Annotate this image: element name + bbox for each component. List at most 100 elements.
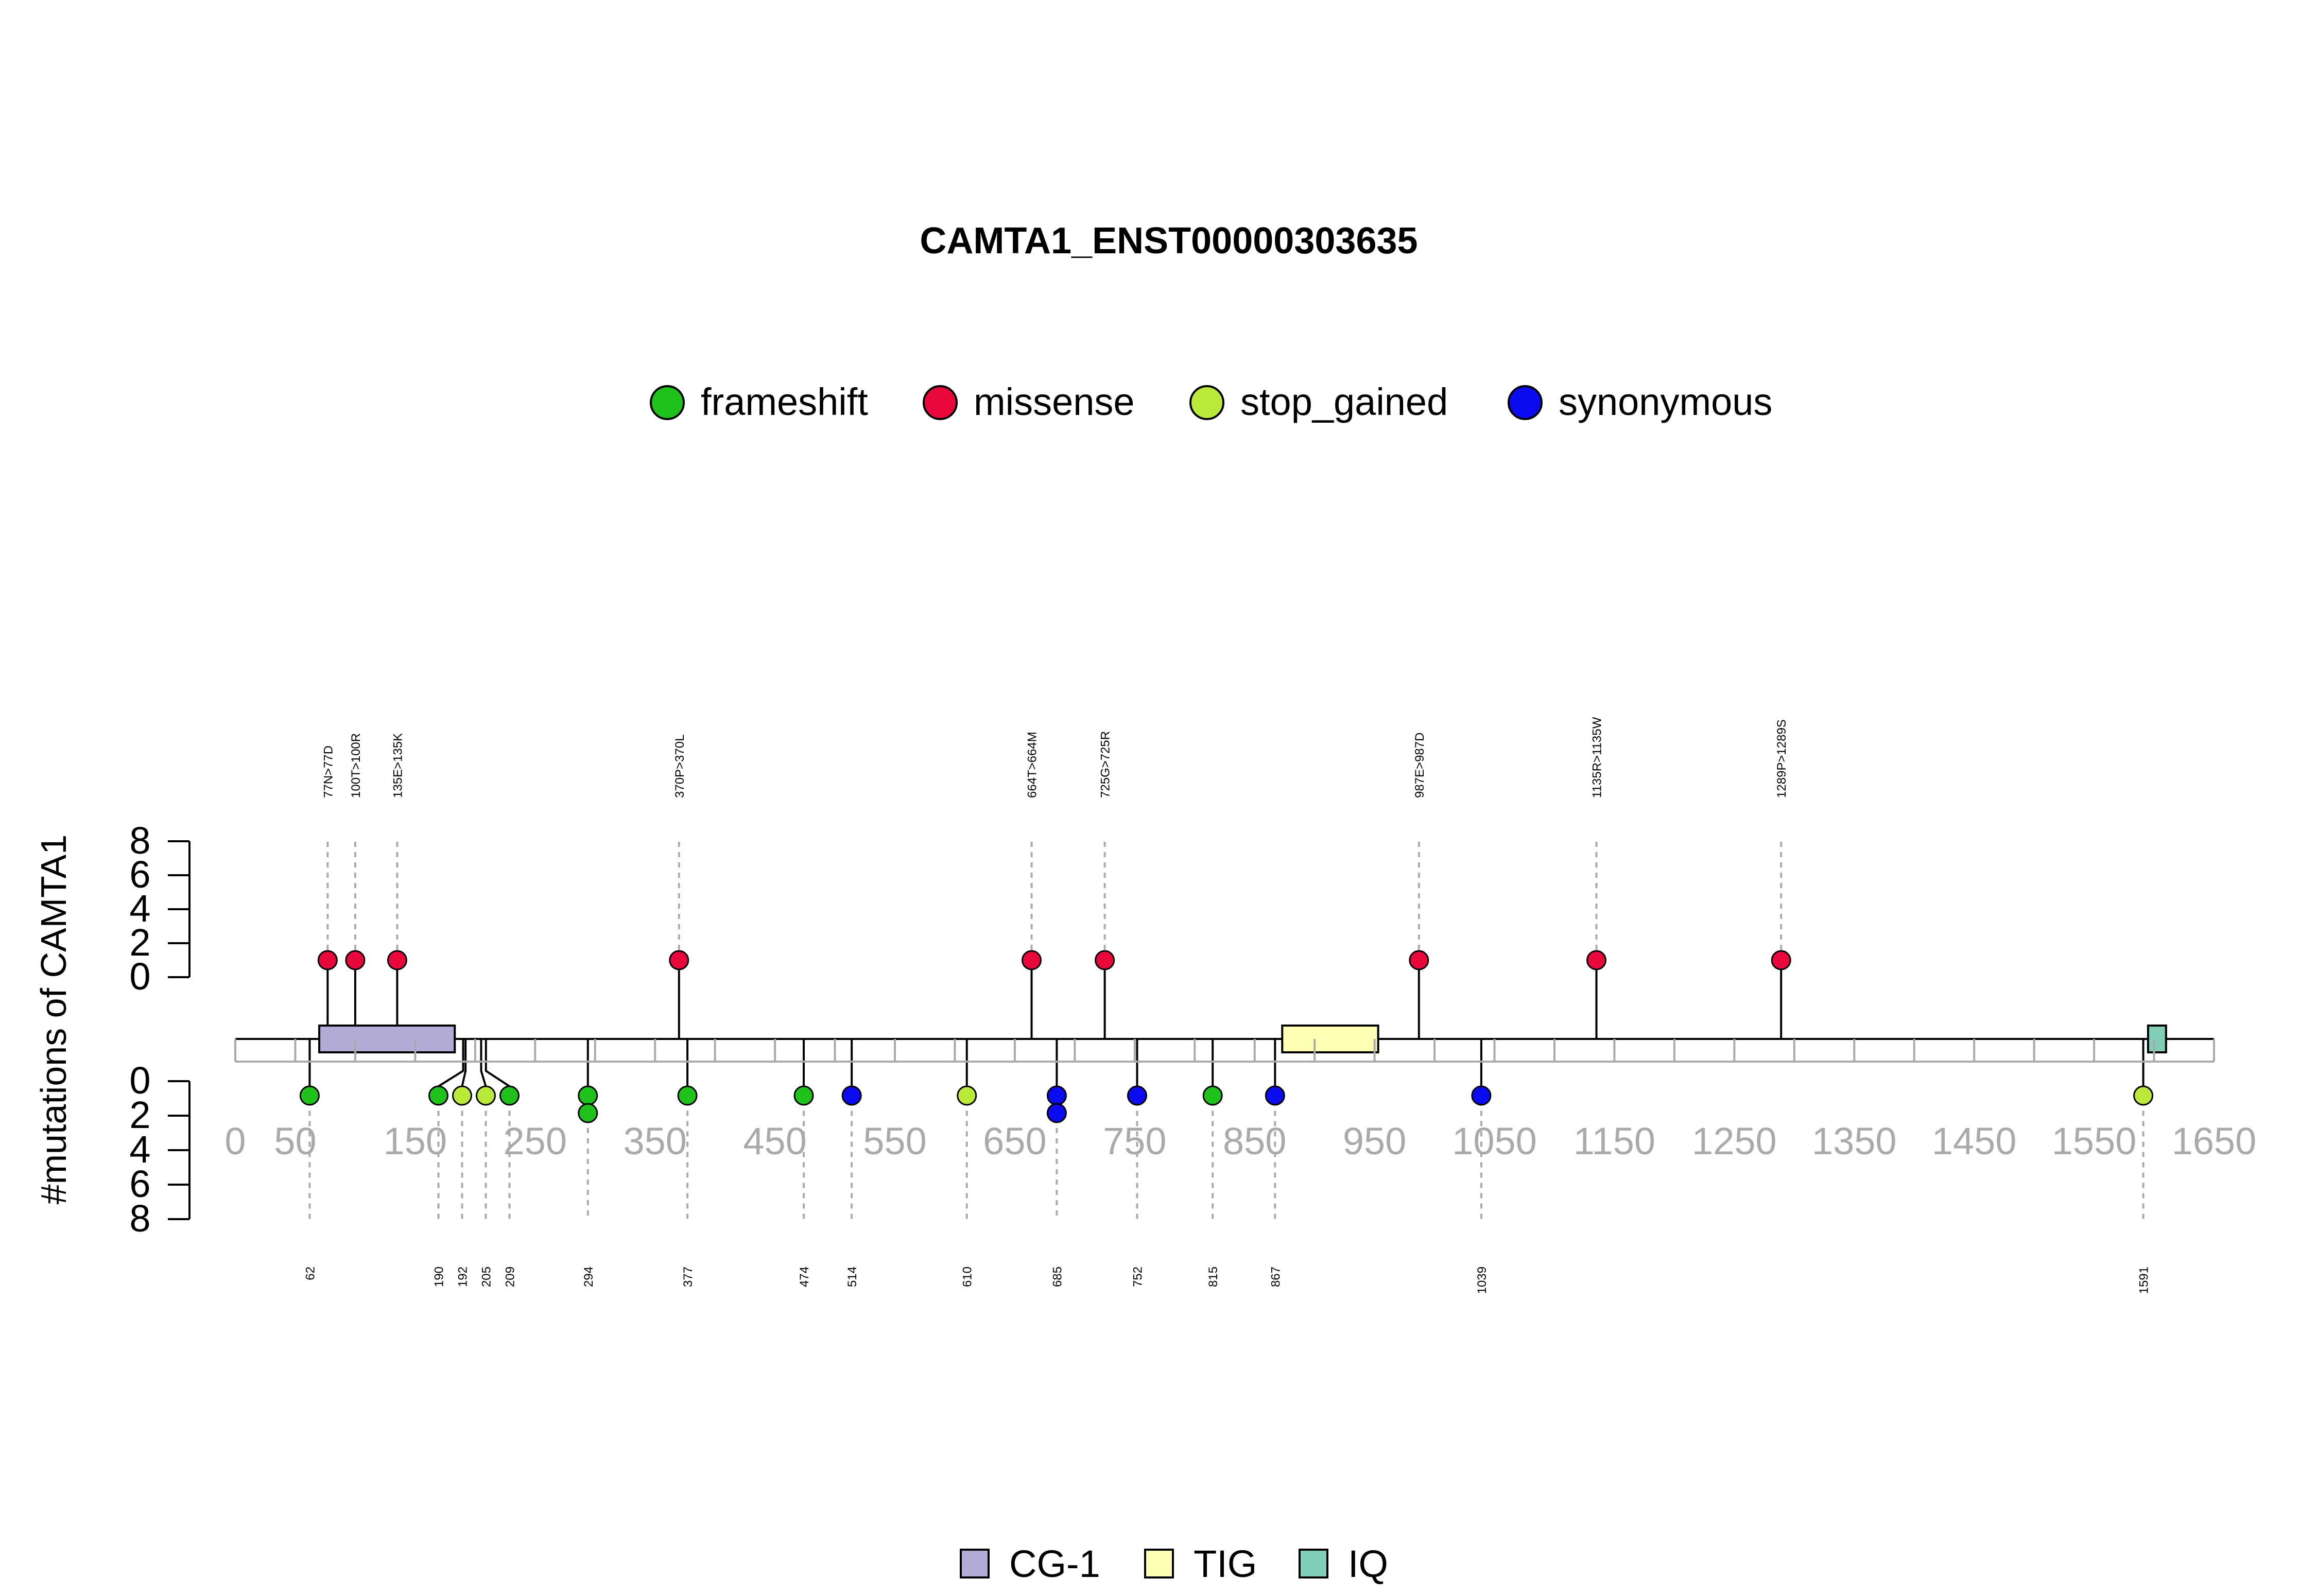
mutation-point-synonymous xyxy=(1127,1085,1147,1106)
mutation-point-frameshift xyxy=(1202,1085,1223,1106)
x-tick-label: 950 xyxy=(1343,1120,1406,1163)
mutation-point-missense xyxy=(345,950,366,970)
mutation-label: 664T>664M xyxy=(1026,732,1040,798)
x-tick-label: 1250 xyxy=(1692,1120,1777,1163)
mutation-point-stop_gained xyxy=(452,1085,472,1106)
domain-legend-label-IQ: IQ xyxy=(1348,1542,1388,1585)
x-tick-label: 550 xyxy=(863,1120,926,1163)
bottom-y-tick-label: 8 xyxy=(129,1197,150,1240)
x-tick-label: 350 xyxy=(623,1120,686,1163)
legend-marker-stop_gained xyxy=(1189,385,1224,420)
mutation-legend: frameshift missense stop_gained synonymous xyxy=(650,380,1772,423)
top-y-tick-label: 6 xyxy=(129,853,150,896)
legend-label-missense: missense xyxy=(974,380,1135,423)
mutation-point-missense xyxy=(387,950,407,970)
position-label: 1591 xyxy=(2137,1267,2151,1294)
x-tick-label: 50 xyxy=(274,1120,316,1163)
legend-label-stop_gained: stop_gained xyxy=(1240,380,1448,423)
position-label: 514 xyxy=(845,1267,859,1287)
mutation-label: 1289P>1289S xyxy=(1775,719,1789,798)
domain-legend-label-TIG: TIG xyxy=(1194,1542,1257,1585)
mutation-point-missense xyxy=(669,950,689,970)
domain-CG-1 xyxy=(318,1025,456,1053)
position-label: 62 xyxy=(303,1267,317,1280)
mutation-point-missense xyxy=(317,950,338,970)
mutation-label: 100T>100R xyxy=(349,733,363,798)
domain-IQ xyxy=(2147,1025,2167,1053)
mutation-point-synonymous xyxy=(1265,1085,1285,1106)
x-tick-label: 1350 xyxy=(1812,1120,1897,1163)
legend-label-synonymous: synonymous xyxy=(1559,380,1772,423)
mutation-point-frameshift xyxy=(578,1085,598,1106)
mutation-label: 370P>370L xyxy=(673,735,687,798)
mutation-point-stop_gained xyxy=(475,1085,496,1106)
mutation-point-missense xyxy=(1095,950,1115,970)
x-tick-label: 150 xyxy=(384,1120,447,1163)
mutation-point-frameshift xyxy=(578,1103,598,1123)
mutation-point-frameshift xyxy=(793,1085,814,1106)
mutation-point-synonymous xyxy=(1471,1085,1492,1106)
mutation-point-frameshift xyxy=(499,1085,520,1106)
domain-legend: CG-1 TIG IQ xyxy=(960,1542,1388,1585)
domain-TIG xyxy=(1281,1025,1379,1053)
mutation-point-frameshift xyxy=(428,1085,448,1106)
mutation-label: 725G>725R xyxy=(1099,731,1113,798)
position-label: 815 xyxy=(1206,1267,1220,1287)
x-tick-label: 0 xyxy=(224,1120,246,1163)
x-tick-label: 1050 xyxy=(1452,1120,1537,1163)
position-label: 1039 xyxy=(1475,1267,1489,1294)
x-tick-label: 850 xyxy=(1223,1120,1286,1163)
chart-title: CAMTA1_ENST00000303635 xyxy=(920,220,1417,262)
bottom-y-tick-label: 2 xyxy=(129,1094,150,1136)
domain-legend-marker-CG-1 xyxy=(960,1549,990,1578)
position-label: 752 xyxy=(1131,1267,1145,1287)
mutation-point-missense xyxy=(1771,950,1791,970)
mutation-point-stop_gained xyxy=(957,1085,977,1106)
position-label: 294 xyxy=(582,1267,596,1287)
position-label: 685 xyxy=(1050,1267,1064,1287)
mutation-point-stop_gained xyxy=(2133,1085,2154,1106)
position-label: 190 xyxy=(432,1267,446,1287)
mutation-label: 135E>135K xyxy=(391,733,405,798)
mutation-points xyxy=(299,950,2154,1123)
domain-legend-label-CG-1: CG-1 xyxy=(1009,1542,1100,1585)
mutation-point-frameshift xyxy=(677,1085,698,1106)
legend-marker-synonymous xyxy=(1508,385,1543,420)
x-tick-label: 1150 xyxy=(1574,1120,1655,1163)
mutation-labels: 77N>77D 100T>100R 135E>135K 370P>370L 664T>6… xyxy=(303,717,2151,1294)
position-label: 610 xyxy=(961,1267,975,1287)
legend-label-frameshift: frameshift xyxy=(701,380,868,423)
bottom-y-tick-label: 0 xyxy=(129,1059,150,1102)
x-axis: 0 50 150 250 350 450 550 650 750 850 950 1050 1150 12… xyxy=(224,1039,2256,1163)
mutation-point-synonymous xyxy=(841,1085,862,1106)
x-tick-label: 450 xyxy=(743,1120,806,1163)
mutation-point-missense xyxy=(1586,950,1607,970)
position-label: 474 xyxy=(798,1267,811,1287)
position-label: 205 xyxy=(479,1267,493,1287)
guide-lines xyxy=(308,842,2145,1219)
mutation-label: 1135R>1135W xyxy=(1590,717,1604,798)
bottom-y-tick-label: 4 xyxy=(129,1128,150,1171)
x-tick-label: 1550 xyxy=(2052,1120,2137,1163)
position-label: 209 xyxy=(503,1267,517,1287)
mutation-point-synonymous xyxy=(1046,1085,1067,1106)
position-label: 867 xyxy=(1269,1267,1283,1287)
top-y-tick-label: 4 xyxy=(129,887,150,930)
x-tick-label: 750 xyxy=(1103,1120,1166,1163)
domain-legend-marker-TIG xyxy=(1144,1549,1174,1578)
x-tick-label: 1650 xyxy=(2172,1120,2257,1163)
x-tick-label: 1450 xyxy=(1932,1120,2017,1163)
mutation-point-missense xyxy=(1409,950,1429,970)
x-tick-label: 250 xyxy=(504,1120,567,1163)
bottom-stem xyxy=(485,1039,511,1091)
mutation-point-synonymous xyxy=(1046,1103,1067,1123)
position-label: 377 xyxy=(681,1267,695,1287)
legend-marker-missense xyxy=(923,385,958,420)
mutation-point-frameshift xyxy=(299,1085,320,1106)
mutation-point-missense xyxy=(1022,950,1042,970)
lollipop-stems xyxy=(308,960,2145,1091)
mutation-label: 987E>987D xyxy=(1413,733,1427,798)
y-axis-label: #mutations of CAMTA1 xyxy=(33,835,74,1204)
